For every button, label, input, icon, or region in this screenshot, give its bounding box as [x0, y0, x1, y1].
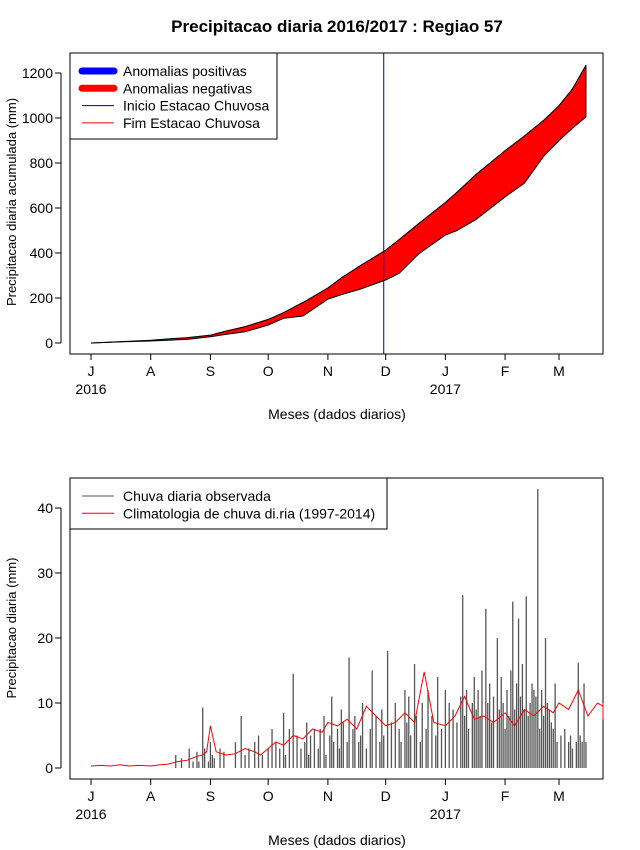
observed-accumulated-line — [90, 116, 587, 344]
top-legend-label: Inicio Estacao Chuvosa — [123, 98, 270, 114]
top-legend-label: Anomalias negativas — [123, 80, 252, 96]
bottom-legend-label: Chuva diaria observada — [123, 488, 271, 504]
top-legend-label: Fim Estacao Chuvosa — [123, 115, 260, 131]
bottom-y-tick-label: 0 — [45, 760, 53, 776]
bottom-y-tick-label: 20 — [37, 630, 53, 646]
climatology-daily-line — [90, 671, 604, 767]
top-legend-label: Anomalias positivas — [123, 63, 247, 79]
top-legend-box — [69, 52, 278, 140]
bottom-year-label: 2016 — [75, 806, 106, 822]
top-y-tick-label: 200 — [30, 290, 54, 306]
bottom-x-axis-label: Meses (dados diarios) — [268, 832, 406, 848]
top-x-tick-label: N — [323, 363, 333, 379]
bottom-chart: 0 10 20 30 40 J A S O N D J F M 2016 2017 Precipitacao… — [4, 477, 604, 848]
top-x-tick-label: J — [442, 363, 449, 379]
bottom-x-tick-label: D — [381, 788, 391, 804]
bottom-x-axis: J A S O N D J F M 2016 2017 — [75, 778, 565, 822]
top-y-tick-label: 600 — [30, 200, 54, 216]
top-y-tick-label: 400 — [30, 245, 54, 261]
top-x-tick-label: J — [88, 363, 95, 379]
top-y-tick-label: 1000 — [22, 110, 53, 126]
top-x-tick-label: A — [146, 363, 156, 379]
chart-title: Precipitacao diaria 2016/2017 : Regiao 5… — [171, 17, 503, 36]
bottom-year-label: 2017 — [430, 806, 461, 822]
top-x-axis: J A S O N D J F M 2016 2017 — [75, 353, 565, 397]
bottom-x-tick-label: S — [206, 788, 215, 804]
bottom-legend-label: Climatologia de chuva di.ria (1997-2014) — [123, 505, 375, 521]
bottom-legend-box — [69, 477, 388, 530]
bottom-y-tick-label: 10 — [37, 695, 53, 711]
bottom-x-tick-label: A — [146, 788, 156, 804]
bottom-x-tick-label: J — [88, 788, 95, 804]
climatology-accumulated-line — [90, 64, 587, 344]
top-y-axis: 0 200 400 600 800 1000 1200 — [22, 65, 62, 351]
top-y-tick-label: 800 — [30, 155, 54, 171]
top-anomaly-area — [90, 53, 587, 354]
bottom-y-tick-label: 40 — [37, 500, 53, 516]
top-y-tick-label: 1200 — [22, 65, 53, 81]
negative-anomaly-area — [91, 65, 586, 343]
bottom-x-tick-label: J — [442, 788, 449, 804]
bottom-x-tick-label: N — [323, 788, 333, 804]
top-year-label: 2016 — [75, 381, 106, 397]
top-x-tick-label: S — [206, 363, 215, 379]
bottom-y-tick-label: 30 — [37, 565, 53, 581]
top-x-tick-label: D — [381, 363, 391, 379]
top-y-tick-label: 0 — [45, 335, 53, 351]
bottom-x-tick-label: F — [501, 788, 510, 804]
bottom-observed-bars — [175, 489, 587, 768]
bottom-x-tick-label: O — [263, 788, 274, 804]
top-year-label: 2017 — [430, 381, 461, 397]
top-x-tick-label: O — [263, 363, 274, 379]
bottom-x-tick-label: M — [553, 788, 565, 804]
bottom-y-axis-label: Precipitacao diaria (mm) — [4, 558, 19, 699]
bottom-climatology-line — [90, 671, 604, 767]
top-x-tick-label: F — [501, 363, 510, 379]
bottom-y-axis: 0 10 20 30 40 — [37, 500, 62, 776]
top-x-axis-label: Meses (dados diarios) — [268, 406, 406, 422]
top-y-axis-label: Precipitacao diaria acumulada (mm) — [4, 98, 19, 306]
top-x-tick-label: M — [553, 363, 565, 379]
